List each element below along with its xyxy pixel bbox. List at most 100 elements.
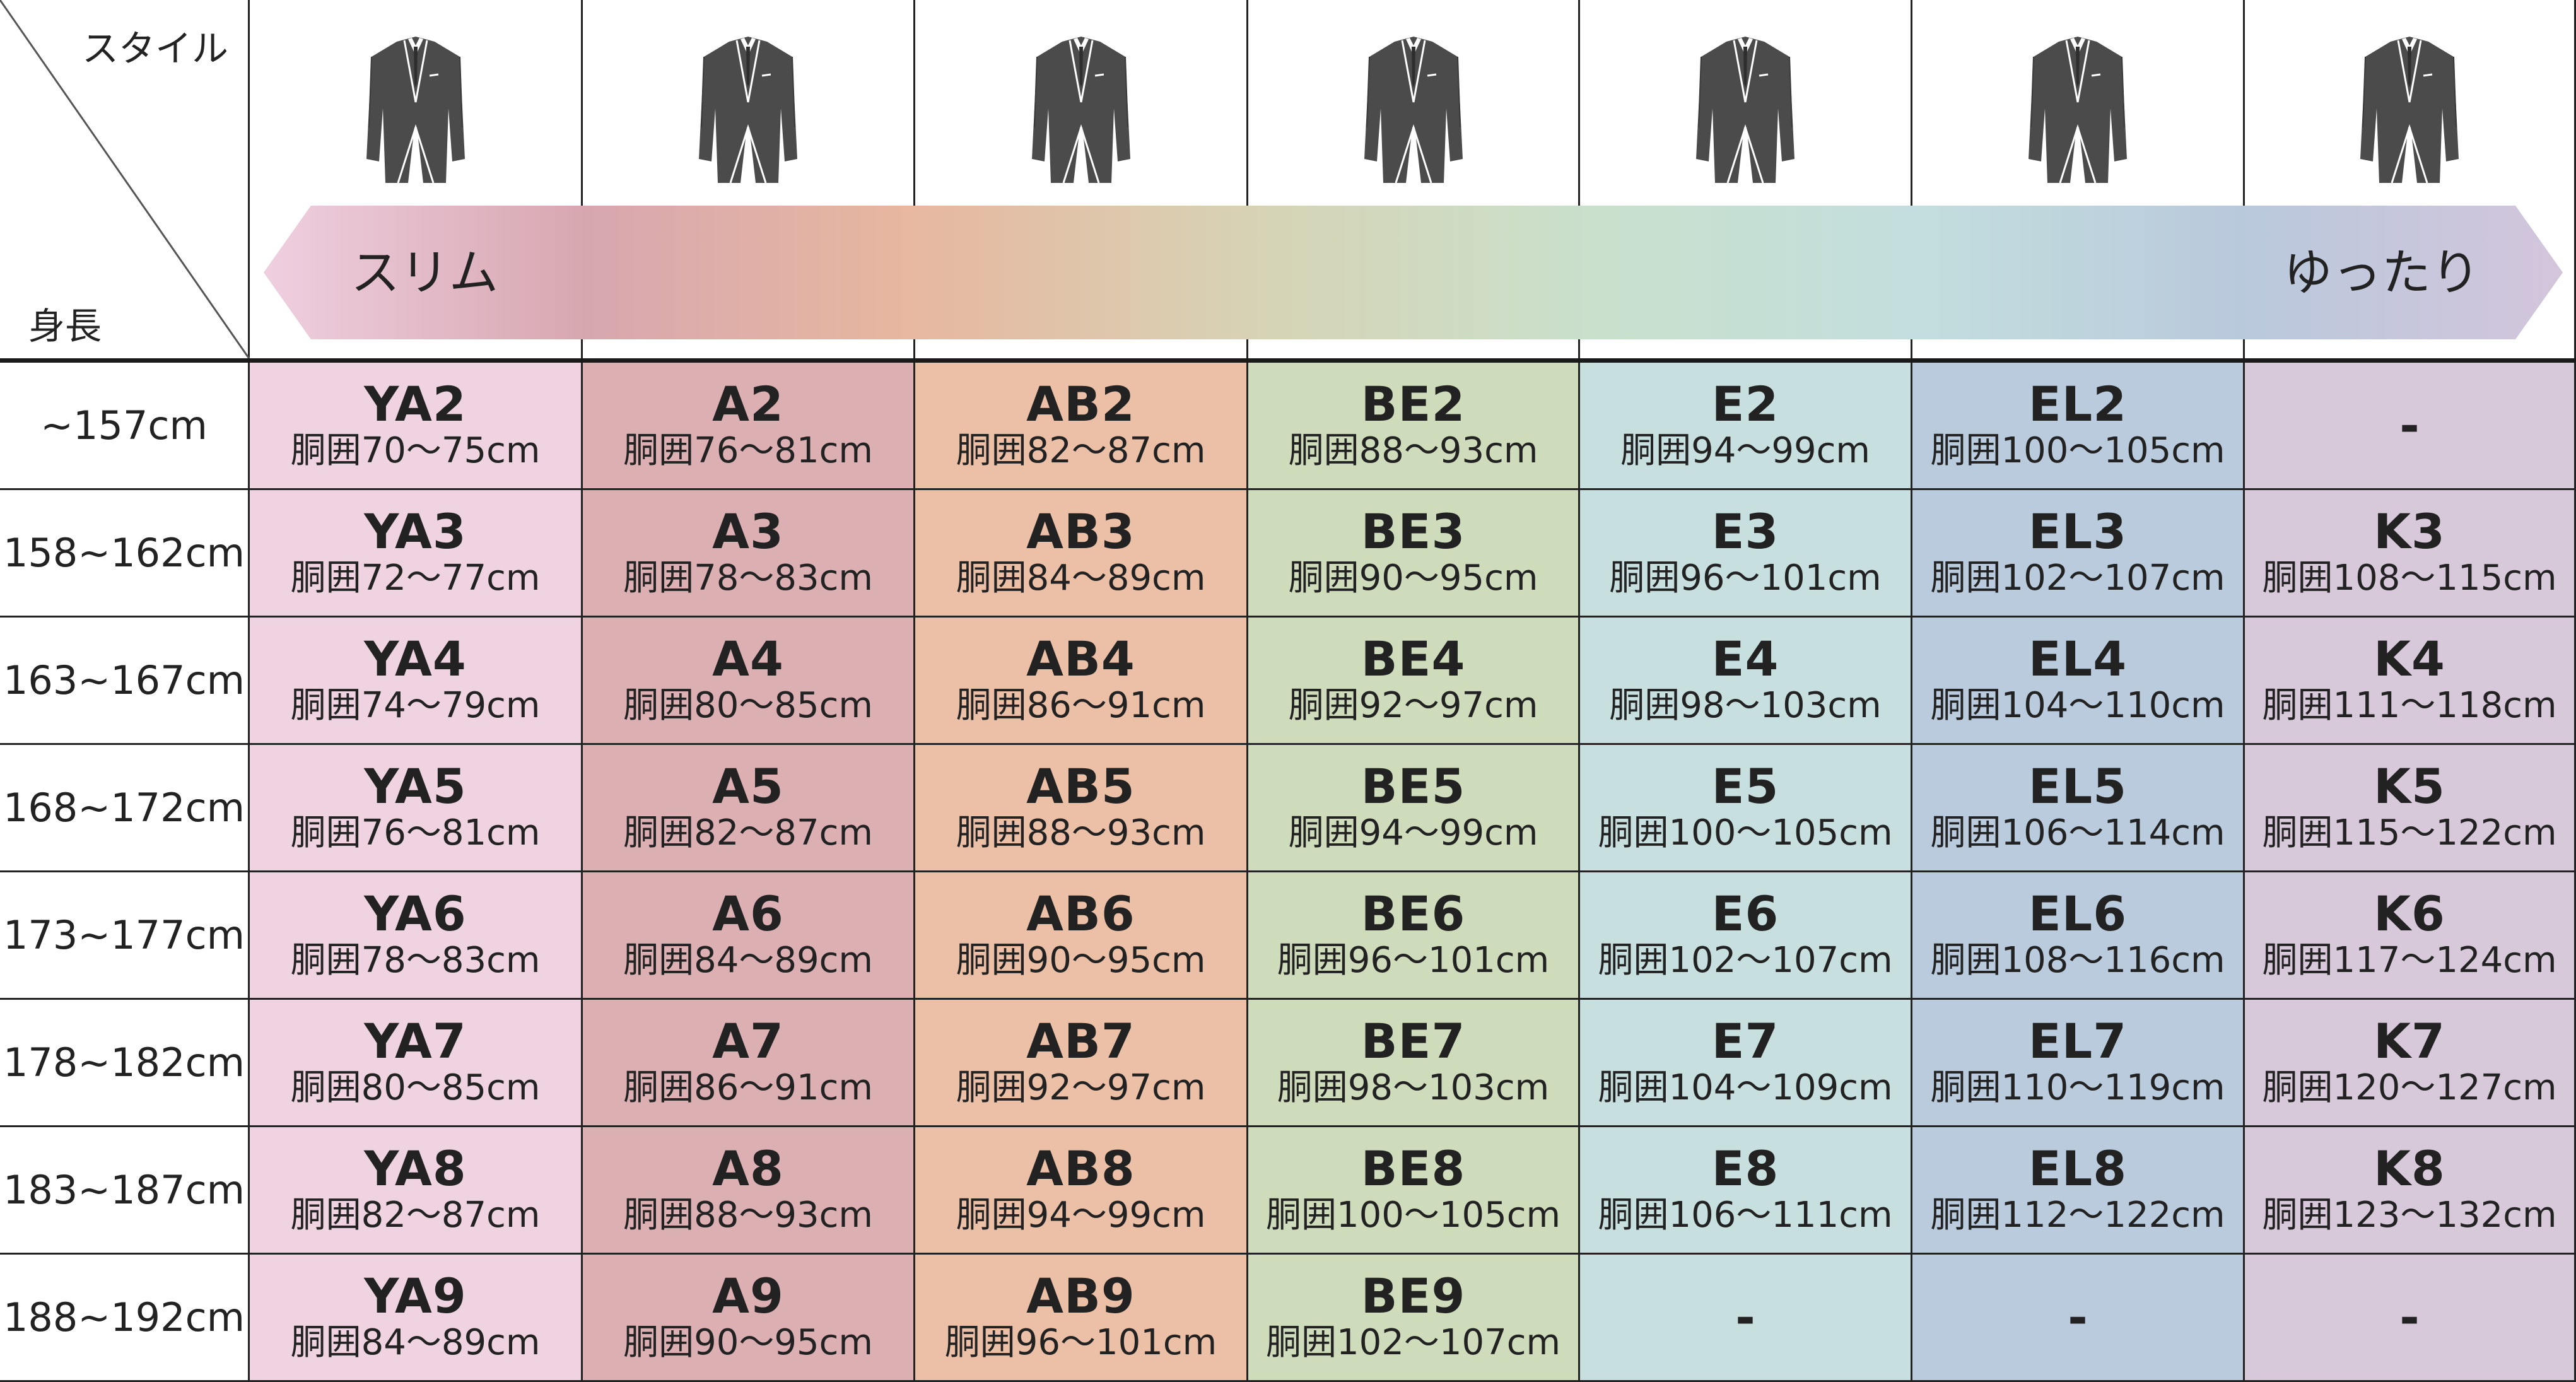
waist-range: 胴囲108～115cm — [2262, 557, 2557, 599]
size-cell: A6 胴囲84～89cm — [583, 872, 915, 998]
size-cell: YA3 胴囲72～77cm — [250, 490, 583, 616]
size-cell: K8 胴囲123～132cm — [2245, 1127, 2576, 1253]
size-code: K5 — [2374, 758, 2445, 814]
size-cell: K5 胴囲115～122cm — [2245, 745, 2576, 870]
size-unavailable: - — [2068, 1289, 2088, 1345]
waist-range: 胴囲84～89cm — [623, 939, 873, 981]
size-code: BE7 — [1361, 1012, 1466, 1069]
size-code: A6 — [712, 885, 784, 942]
height-cell: 183~187cm — [0, 1127, 250, 1253]
size-code: BE5 — [1361, 758, 1466, 814]
waist-range: 胴囲94～99cm — [1288, 812, 1538, 853]
size-code: E7 — [1711, 1012, 1779, 1069]
size-unavailable: - — [1735, 1289, 1755, 1345]
table-row: 168~172cm YA5 胴囲76～81cm A5 胴囲82～87cm AB5 胴囲88～… — [0, 745, 2576, 872]
size-cell: BE7 胴囲98～103cm — [1248, 1000, 1580, 1125]
size-cell: E4 胴囲98～103cm — [1580, 618, 1912, 743]
waist-range: 胴囲106～111cm — [1598, 1194, 1893, 1236]
waist-range: 胴囲102～107cm — [1265, 1321, 1561, 1363]
size-code: EL2 — [2028, 375, 2128, 432]
waist-range: 胴囲98～103cm — [1277, 1067, 1550, 1108]
size-cell: A4 胴囲80～85cm — [583, 618, 915, 743]
waist-range: 胴囲80～85cm — [623, 684, 873, 726]
waist-range: 胴囲90～95cm — [623, 1321, 873, 1363]
suit-icon — [1031, 33, 1132, 187]
size-cell: - — [2245, 363, 2576, 488]
size-code: YA5 — [364, 758, 467, 814]
size-cell: YA5 胴囲76～81cm — [250, 745, 583, 870]
size-code: A3 — [712, 503, 784, 559]
size-code: AB6 — [1026, 885, 1135, 942]
waist-range: 胴囲92～97cm — [956, 1067, 1206, 1108]
style-cell-ya — [250, 0, 583, 360]
size-code: AB7 — [1026, 1012, 1135, 1069]
size-cell: E2 胴囲94～99cm — [1580, 363, 1912, 488]
size-cell: - — [2245, 1255, 2576, 1380]
waist-range: 胴囲96～101cm — [1609, 557, 1882, 599]
size-cell: - — [1912, 1255, 2245, 1380]
waist-range: 胴囲110～119cm — [1930, 1067, 2225, 1108]
waist-range: 胴囲104～109cm — [1598, 1067, 1893, 1108]
size-cell: A2 胴囲76～81cm — [583, 363, 915, 488]
size-code: AB8 — [1026, 1140, 1135, 1197]
header-corner: スタイル 身長 — [0, 0, 250, 360]
size-cell: E5 胴囲100～105cm — [1580, 745, 1912, 870]
size-code: YA7 — [364, 1012, 467, 1069]
waist-range: 胴囲98～103cm — [1609, 684, 1882, 726]
size-cell: BE5 胴囲94～99cm — [1248, 745, 1580, 870]
waist-range: 胴囲112～122cm — [1930, 1194, 2225, 1236]
size-cell: A9 胴囲90～95cm — [583, 1255, 915, 1380]
waist-range: 胴囲84～89cm — [290, 1321, 541, 1363]
size-code: A9 — [712, 1267, 784, 1324]
height-cell: ~157cm — [0, 363, 250, 488]
height-cell: 173~177cm — [0, 872, 250, 998]
waist-range: 胴囲82～87cm — [956, 430, 1206, 471]
waist-range: 胴囲88～93cm — [956, 812, 1206, 853]
waist-range: 胴囲84～89cm — [956, 557, 1206, 599]
size-code: EL6 — [2028, 885, 2128, 942]
waist-range: 胴囲96～101cm — [944, 1321, 1217, 1363]
size-code: BE3 — [1361, 503, 1466, 559]
style-cell-a — [583, 0, 915, 360]
slim-to-relaxed-arrow — [264, 206, 2563, 339]
waist-range: 胴囲78～83cm — [290, 939, 541, 981]
waist-range: 胴囲106～114cm — [1930, 812, 2225, 853]
waist-range: 胴囲90～95cm — [956, 939, 1206, 981]
waist-range: 胴囲82～87cm — [623, 812, 873, 853]
size-cell: EL4 胴囲104～110cm — [1912, 618, 2245, 743]
waist-range: 胴囲102～107cm — [1930, 557, 2225, 599]
size-unavailable: - — [2399, 1289, 2420, 1345]
height-cell: 188~192cm — [0, 1255, 250, 1380]
waist-range: 胴囲115～122cm — [2262, 812, 2557, 853]
size-code: A8 — [712, 1140, 784, 1197]
size-cell: K4 胴囲111～118cm — [2245, 618, 2576, 743]
size-code: AB4 — [1026, 630, 1135, 687]
size-code: BE2 — [1361, 375, 1466, 432]
waist-range: 胴囲108～116cm — [1930, 939, 2225, 981]
size-code: A5 — [712, 758, 784, 814]
size-cell: BE8 胴囲100～105cm — [1248, 1127, 1580, 1253]
slim-label: スリム — [351, 245, 499, 302]
size-code: A2 — [712, 375, 784, 432]
waist-range: 胴囲96～101cm — [1277, 939, 1550, 981]
style-axis-label: スタイル — [82, 27, 229, 70]
size-code: EL4 — [2028, 630, 2128, 687]
table-row: 183~187cm YA8 胴囲82～87cm A8 胴囲88～93cm AB8 胴囲94～… — [0, 1127, 2576, 1255]
table-row: 173~177cm YA6 胴囲78～83cm A6 胴囲84～89cm AB6 胴囲90～… — [0, 872, 2576, 1000]
size-cell: A7 胴囲86～91cm — [583, 1000, 915, 1125]
waist-range: 胴囲94～99cm — [956, 1194, 1206, 1236]
size-cell: - — [1580, 1255, 1912, 1380]
size-cell: K6 胴囲117～124cm — [2245, 872, 2576, 998]
suit-icon — [698, 33, 799, 187]
size-code: K3 — [2374, 503, 2445, 559]
size-code: E2 — [1711, 375, 1779, 432]
size-code: BE4 — [1361, 630, 1466, 687]
size-code: YA4 — [364, 630, 467, 687]
height-cell: 163~167cm — [0, 618, 250, 743]
suit-icon — [2359, 33, 2460, 187]
size-code: EL8 — [2028, 1140, 2128, 1197]
waist-range: 胴囲82～87cm — [290, 1194, 541, 1236]
waist-range: 胴囲88～93cm — [623, 1194, 873, 1236]
size-code: AB9 — [1026, 1267, 1135, 1324]
